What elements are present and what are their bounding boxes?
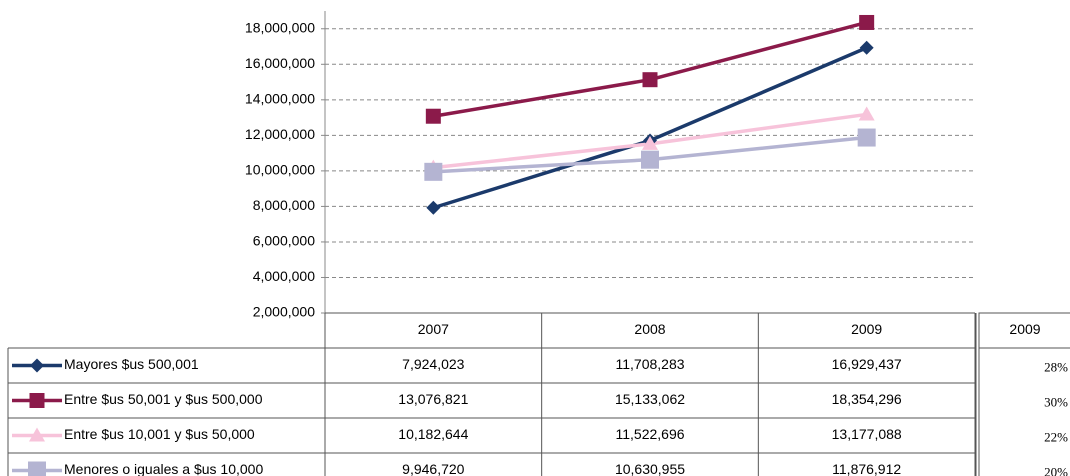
y-tick-label: 2,000,000: [253, 304, 315, 320]
table-value: 11,522,696: [615, 426, 684, 442]
marker: [859, 14, 875, 30]
marker: [30, 358, 44, 373]
table-value: 16,929,437: [832, 356, 902, 372]
marker: [425, 108, 441, 124]
table-value: 13,177,088: [832, 426, 902, 442]
legend-label: Entre $us 50,001 y $us 500,000: [64, 391, 263, 407]
y-tick-label: 4,000,000: [253, 268, 315, 284]
y-tick-label: 16,000,000: [245, 55, 315, 71]
marker: [859, 40, 874, 55]
x-tick-label: 2009: [851, 321, 882, 337]
table-value: 10,630,955: [615, 461, 685, 476]
y-tick-label: 18,000,000: [245, 19, 315, 35]
y-tick-label: 10,000,000: [245, 162, 315, 178]
y-tick-label: 8,000,000: [253, 197, 315, 213]
y-tick-label: 14,000,000: [245, 91, 315, 107]
marker: [857, 128, 876, 147]
y-tick-label: 12,000,000: [245, 126, 315, 142]
marker: [642, 135, 658, 150]
table-value: 10,182,644: [398, 426, 468, 442]
series-line: [433, 20, 868, 118]
side-table-cell: 28%: [1044, 359, 1068, 374]
table-value: 11,708,283: [615, 356, 684, 372]
side-table-cell: 30%: [1044, 394, 1068, 409]
marker: [426, 200, 441, 215]
marker: [28, 461, 46, 476]
series-line: [432, 46, 868, 210]
side-table-cell: 20%: [1044, 464, 1068, 476]
table-value: 15,133,062: [615, 391, 685, 407]
y-tick-label: 6,000,000: [253, 233, 315, 249]
legend-label: Mayores $us 500,001: [64, 356, 199, 372]
marker: [29, 393, 45, 408]
marker: [642, 72, 658, 88]
marker: [424, 162, 443, 181]
legend-label: Entre $us 10,001 y $us 50,000: [64, 426, 255, 442]
marker: [858, 106, 875, 121]
marker: [29, 427, 45, 442]
table-value: 18,354,296: [832, 391, 902, 407]
legend-label: Menores o iguales a $us 10,000: [64, 461, 263, 476]
side-table-header: 2009: [1009, 321, 1040, 337]
side-table-cell: 22%: [1044, 429, 1068, 444]
table-value: 13,076,821: [398, 391, 468, 407]
marker: [641, 150, 659, 169]
x-tick-label: 2007: [418, 321, 449, 337]
x-tick-label: 2008: [634, 321, 665, 337]
table-value: 7,924,023: [402, 356, 464, 372]
table-value: 11,876,912: [832, 461, 901, 476]
table-value: 9,946,720: [402, 461, 464, 476]
